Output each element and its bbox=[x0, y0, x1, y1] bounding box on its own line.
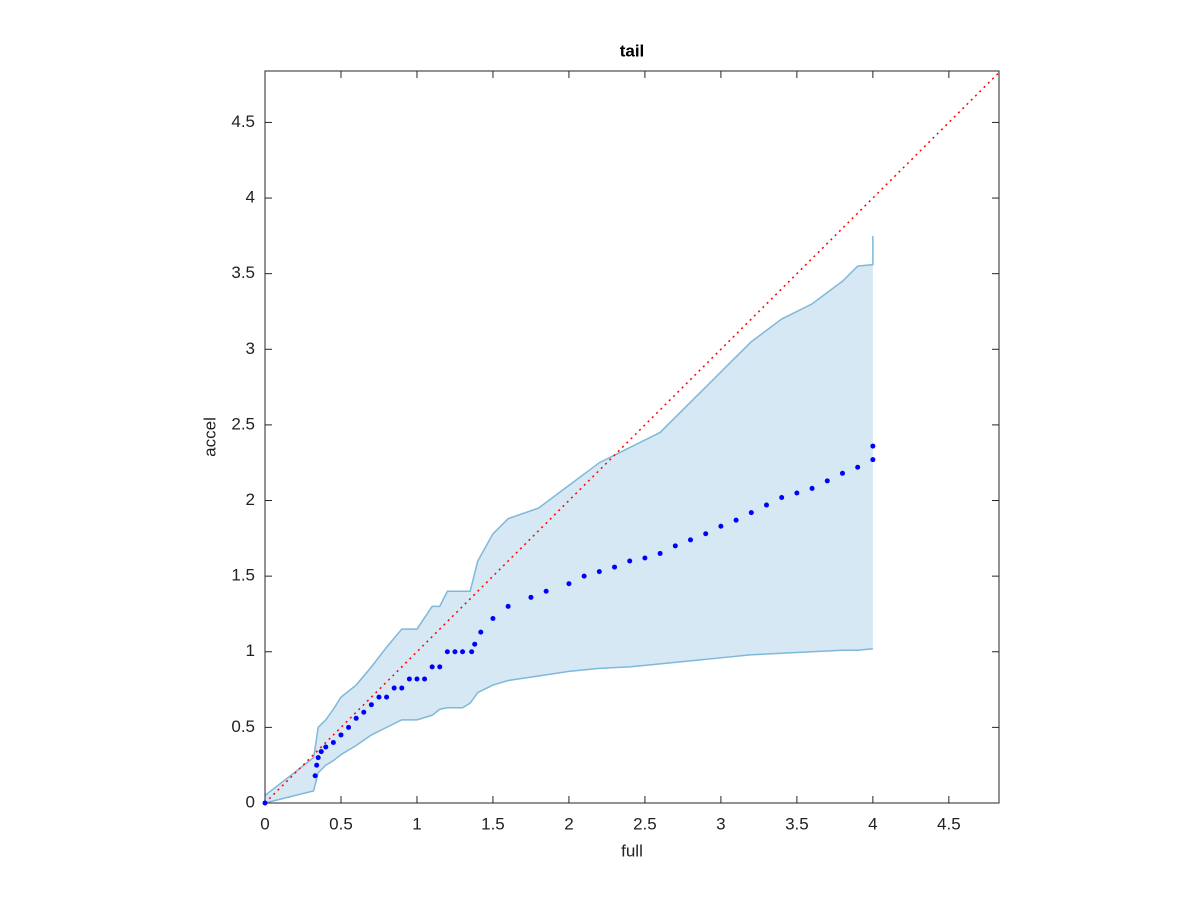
point bbox=[779, 494, 785, 500]
x-tick-label: 1 bbox=[412, 814, 421, 833]
point bbox=[384, 694, 390, 700]
x-tick-label: 3.5 bbox=[785, 814, 809, 833]
point bbox=[672, 543, 678, 549]
point bbox=[437, 664, 443, 670]
point bbox=[870, 443, 876, 449]
point bbox=[566, 581, 572, 587]
point bbox=[338, 732, 344, 738]
reference-line bbox=[264, 71, 1000, 804]
point bbox=[361, 709, 367, 715]
point bbox=[870, 457, 876, 463]
band-lower bbox=[264, 647, 873, 804]
x-tick-label: 1.5 bbox=[481, 814, 505, 833]
y-tick-label: 1.5 bbox=[231, 566, 255, 585]
point bbox=[703, 531, 709, 537]
point bbox=[627, 558, 633, 564]
point bbox=[376, 694, 382, 700]
point bbox=[490, 615, 496, 621]
point bbox=[612, 564, 618, 570]
y-axis-label: accel bbox=[200, 417, 219, 457]
point bbox=[318, 749, 324, 755]
point bbox=[262, 800, 268, 806]
point bbox=[642, 555, 648, 561]
y-tick-label: 3.5 bbox=[231, 263, 255, 282]
point bbox=[312, 773, 318, 779]
point bbox=[718, 523, 724, 529]
point bbox=[391, 685, 397, 691]
point bbox=[368, 702, 374, 708]
point bbox=[839, 470, 845, 476]
point bbox=[855, 464, 861, 470]
point bbox=[346, 724, 352, 730]
point bbox=[748, 510, 754, 516]
x-tick-label: 2 bbox=[564, 814, 573, 833]
x-tick-label: 3 bbox=[716, 814, 725, 833]
point bbox=[452, 649, 458, 655]
y-tick-label: 2.5 bbox=[231, 414, 255, 433]
point bbox=[505, 603, 511, 609]
point bbox=[824, 478, 830, 484]
point bbox=[763, 502, 769, 508]
x-tick-label: 4 bbox=[868, 814, 877, 833]
x-axis-label: full bbox=[621, 841, 643, 860]
x-tick-label: 2.5 bbox=[633, 814, 657, 833]
point bbox=[460, 649, 466, 655]
point bbox=[596, 569, 602, 575]
y-tick-label: 1 bbox=[246, 641, 255, 660]
x-tick-label: 0.5 bbox=[329, 814, 353, 833]
chart-title: tail bbox=[620, 41, 645, 60]
point bbox=[315, 755, 321, 761]
x-tick-label: 0 bbox=[260, 814, 269, 833]
x-tick-label: 4.5 bbox=[937, 814, 961, 833]
point bbox=[581, 573, 587, 579]
point bbox=[406, 676, 412, 682]
point bbox=[733, 517, 739, 523]
point bbox=[794, 490, 800, 496]
point bbox=[314, 762, 320, 768]
point bbox=[399, 685, 405, 691]
point bbox=[478, 629, 484, 635]
point bbox=[472, 641, 478, 647]
y-tick-label: 0 bbox=[246, 792, 255, 811]
point bbox=[323, 744, 329, 750]
y-tick-label: 4 bbox=[246, 188, 255, 207]
y-tick-label: 2 bbox=[246, 490, 255, 509]
point bbox=[543, 588, 549, 594]
point bbox=[528, 594, 534, 600]
y-tick-label: 3 bbox=[246, 339, 255, 358]
point bbox=[429, 664, 435, 670]
band-fill bbox=[265, 235, 873, 803]
y-tick-label: 0.5 bbox=[231, 717, 255, 736]
point bbox=[657, 550, 663, 556]
point bbox=[330, 740, 336, 746]
point bbox=[688, 537, 694, 543]
point bbox=[353, 715, 359, 721]
point bbox=[444, 649, 450, 655]
axes-box bbox=[264, 70, 1000, 804]
band-upper bbox=[264, 235, 874, 797]
point bbox=[422, 676, 428, 682]
point bbox=[469, 649, 475, 655]
point bbox=[414, 676, 420, 682]
point bbox=[809, 485, 815, 491]
y-tick-label: 4.5 bbox=[231, 112, 255, 131]
